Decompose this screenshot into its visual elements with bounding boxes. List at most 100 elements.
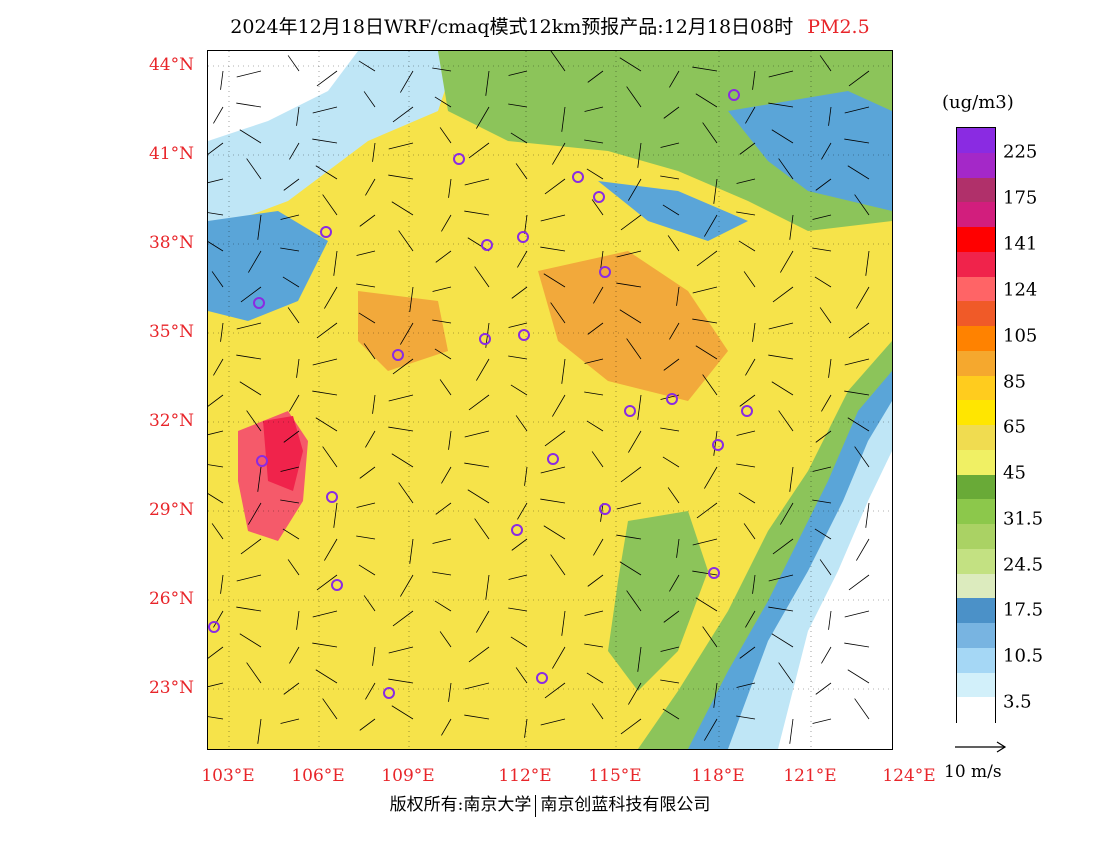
wind-vector: [372, 142, 376, 162]
wind-vector: [476, 358, 490, 381]
wind-vector: [257, 718, 262, 744]
wind-vector: [780, 250, 794, 273]
wind-vector: [315, 417, 338, 432]
legend-swatch: [957, 548, 995, 574]
wind-vector: [441, 214, 452, 232]
wind-vector: [476, 610, 490, 633]
wind-vector: [586, 672, 604, 684]
wind-vector: [619, 309, 642, 324]
wind-vector: [485, 574, 490, 600]
wind-vector: [844, 642, 870, 648]
wind-vector: [208, 646, 224, 659]
wind-vector: [662, 708, 680, 720]
legend-swatch: [957, 152, 995, 178]
wind-vector: [312, 138, 338, 144]
legend-swatch: [957, 227, 995, 253]
lon-label: 115°E: [588, 766, 642, 786]
wind-vector: [356, 283, 376, 288]
wind-vector: [510, 636, 528, 648]
wind-vector: [363, 595, 376, 612]
wind-vector: [359, 466, 376, 479]
wind-vector: [432, 286, 452, 292]
station-marker: [479, 333, 491, 345]
wind-vector: [333, 250, 338, 276]
wind-vector: [856, 286, 870, 309]
legend-label: 31.5: [1003, 508, 1044, 530]
wind-vector: [213, 106, 224, 124]
wind-vector: [739, 646, 756, 659]
wind-vector: [236, 354, 262, 360]
wind-vector: [662, 456, 680, 468]
wind-vector: [738, 240, 756, 252]
wind-vector: [628, 430, 642, 453]
wind-vector: [392, 358, 414, 375]
wind-vector: [388, 174, 414, 180]
wind-vector: [828, 358, 832, 378]
wind-vector: [561, 358, 566, 384]
wind-vector: [667, 235, 680, 252]
legend-swatch: [957, 276, 995, 302]
wind-vector: [704, 466, 718, 489]
wind-vector: [584, 358, 604, 364]
wind-vector: [768, 102, 794, 108]
lat-label: 35°N: [148, 322, 194, 342]
wind-vector: [280, 718, 300, 724]
station-marker: [728, 89, 740, 101]
wind-vector: [540, 498, 566, 504]
wind-vector: [771, 633, 794, 648]
wind-vector: [856, 538, 870, 561]
wind-vector: [628, 178, 642, 201]
wind-vector: [208, 430, 224, 436]
legend-label: 24.5: [1003, 554, 1044, 576]
station-marker: [392, 349, 404, 361]
wind-vector: [296, 106, 300, 126]
wind-vector: [692, 570, 718, 576]
station-marker: [666, 393, 678, 405]
station-marker: [593, 191, 605, 203]
wind-vector: [848, 70, 870, 87]
wind-vector: [400, 70, 414, 93]
legend-label: 105: [1003, 325, 1038, 347]
legend-swatch: [957, 573, 995, 599]
wind-vector: [211, 523, 224, 540]
wind-vector: [356, 502, 376, 508]
wind-vector: [561, 610, 566, 636]
wind-vector: [600, 250, 604, 270]
wind-vector: [324, 286, 338, 309]
wind-vector: [239, 129, 262, 144]
wind-vector: [768, 574, 794, 582]
wind-vector: [524, 214, 528, 234]
legend-swatch: [957, 177, 995, 203]
lon-label: 121°E: [783, 766, 837, 786]
wind-vector: [626, 590, 642, 612]
wind-vector: [736, 430, 756, 436]
legend-swatch: [957, 647, 995, 673]
wind-vector: [543, 525, 566, 540]
wind-vector: [476, 106, 490, 129]
wind-vector: [432, 319, 452, 324]
wind-vector: [626, 86, 642, 108]
legend-swatch: [957, 499, 995, 525]
wind-vector: [591, 451, 604, 468]
wind-vector: [322, 446, 338, 468]
wind-vector: [854, 194, 870, 216]
legend-swatch: [957, 623, 995, 649]
wind-vector: [435, 502, 452, 515]
station-marker: [712, 439, 724, 451]
legend-label: 65: [1003, 416, 1026, 438]
wind-vector: [695, 345, 718, 360]
station-marker: [708, 567, 720, 579]
wind-vector: [508, 355, 528, 360]
wind-vector: [372, 646, 376, 666]
legend-label: 85: [1003, 371, 1026, 393]
wind-vector: [391, 705, 414, 720]
wind-vector: [702, 626, 718, 648]
title-main: 2024年12月18日WRF/cmaq模式12km预报产品:12月18日08时: [230, 16, 794, 38]
wind-vector: [702, 122, 718, 144]
wind-vector: [474, 518, 490, 540]
wind-vector: [365, 430, 376, 448]
wind-vector: [540, 466, 566, 474]
wind-vector: [663, 358, 680, 371]
wind-vector: [544, 682, 566, 699]
wind-vector: [591, 703, 604, 720]
